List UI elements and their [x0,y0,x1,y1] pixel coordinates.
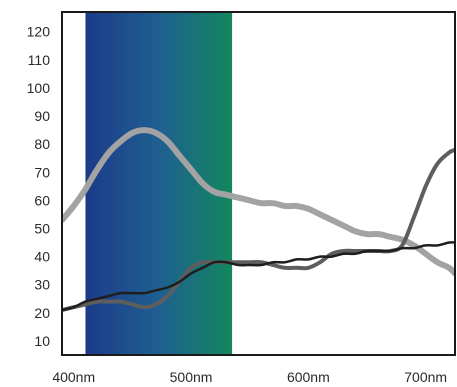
x-tick-label: 500nm [170,369,213,385]
x-tick-label: 700nm [404,369,447,385]
highlight-band [85,12,233,355]
y-tick-label: 80 [34,136,50,152]
series-layer [62,127,455,312]
x-tick-label: 400nm [52,369,95,385]
x-tick-label: 600nm [287,369,330,385]
y-tick-label: 120 [27,24,51,40]
series-line-1 [62,127,455,277]
y-tick-label: 60 [34,192,50,208]
plot-frame [61,11,456,356]
y-tick-label: 70 [34,164,50,180]
y-tick-label: 90 [34,108,50,124]
x-axis-tick-labels: 400nm 500nm 600nm 700nm [52,369,447,385]
y-tick-label: 30 [34,277,50,293]
series-line-3 [62,241,455,312]
y-tick-label: 50 [34,220,50,236]
y-tick-label: 10 [34,333,50,349]
y-tick-label: 110 [28,52,51,68]
y-tick-label: 20 [34,305,50,321]
y-tick-label: 100 [27,80,51,96]
y-axis-tick-labels: 10 20 30 40 50 60 70 80 90 100 110 120 [27,24,51,349]
highlight-band-layer [85,12,233,355]
y-tick-label: 40 [34,249,50,265]
